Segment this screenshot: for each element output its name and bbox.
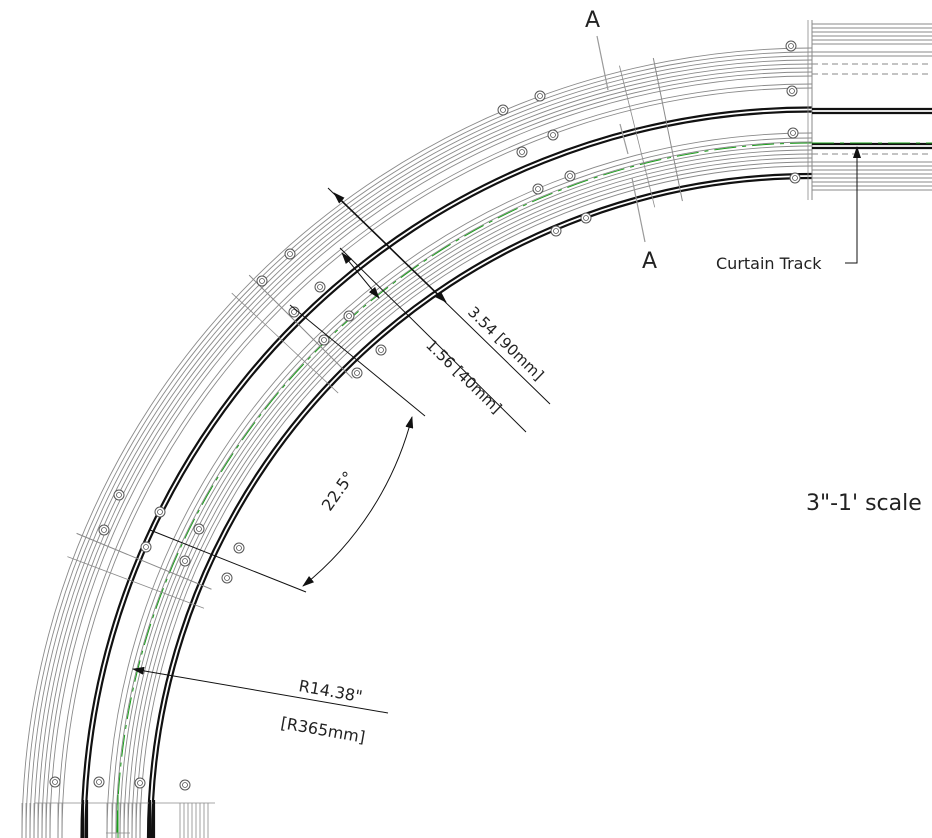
section-mark-bottom: A	[642, 249, 657, 274]
curtain-track-label: Curtain Track	[716, 254, 822, 273]
bolt-hole-icon	[98, 524, 110, 536]
section-line-a-a	[596, 35, 646, 243]
bolt-hole-icon	[785, 40, 797, 52]
track-arc-line	[123, 149, 813, 838]
track-rail-heavy	[80, 106, 813, 838]
track-arcs	[21, 47, 813, 838]
track-arc-line	[29, 55, 813, 838]
bolt-hole-icon	[93, 776, 105, 788]
track-arc-line	[57, 83, 813, 838]
track-rail-heavy	[146, 172, 813, 838]
bolt-hole-icon	[580, 212, 592, 224]
bolt-hole-icon	[532, 183, 544, 195]
bolt-hole-icon	[550, 225, 562, 237]
track-arc-line	[33, 59, 813, 838]
track-arc-line	[111, 137, 813, 838]
centerline-arc	[116, 142, 813, 838]
track-arc-line	[115, 141, 813, 838]
track-rail-heavy	[84, 110, 813, 838]
track-arc-line	[61, 87, 813, 838]
bolt-hole-icon	[786, 85, 798, 97]
bolt-hole-icon	[547, 129, 559, 141]
segment-joint	[67, 556, 205, 609]
track-arc-line	[127, 153, 813, 838]
bolt-hole-icon	[179, 555, 191, 567]
track-arc-line	[139, 165, 813, 838]
bolt-hole-icon	[140, 541, 152, 553]
segment-joint	[619, 65, 656, 208]
scale-note: 3"-1' scale	[806, 491, 922, 516]
segment-joint	[652, 57, 683, 202]
track-end-stubs	[21, 795, 215, 838]
track-arc-line	[21, 47, 813, 838]
bolt-hole-icon	[49, 776, 61, 788]
bolt-hole-icon	[113, 489, 125, 501]
track-arc-line	[119, 145, 813, 838]
bolt-holes	[49, 40, 801, 791]
bolt-hole-icon	[318, 334, 330, 346]
track-arc-line	[135, 161, 813, 838]
track-arc-line	[131, 157, 813, 838]
track-arc-line	[25, 51, 813, 838]
dimension-width-inner	[339, 247, 527, 433]
straight-track-section	[807, 20, 932, 200]
bolt-hole-icon	[789, 172, 801, 184]
bolt-hole-icon	[564, 170, 576, 182]
bolt-hole-icon	[516, 146, 528, 158]
curtain-track-leader	[845, 146, 861, 264]
track-arc-line	[37, 63, 813, 838]
dimension-angle-label: 22.5°	[318, 468, 359, 515]
bolt-hole-icon	[256, 275, 268, 287]
dimension-radius-imperial: R14.38"	[297, 676, 364, 706]
segment-joint	[231, 292, 339, 394]
bolt-hole-icon	[134, 777, 146, 789]
dimension-radius	[132, 666, 389, 714]
dimension-width-outer	[327, 187, 551, 405]
bolt-hole-icon	[314, 281, 326, 293]
bolt-hole-icon	[288, 306, 300, 318]
bolt-hole-icon	[534, 90, 546, 102]
bolt-hole-icon	[284, 248, 296, 260]
bolt-hole-icon	[351, 367, 363, 379]
track-arc-line	[49, 75, 813, 838]
bolt-hole-icon	[179, 779, 191, 791]
segment-joints	[67, 57, 683, 609]
bolt-hole-icon	[343, 310, 355, 322]
bolt-hole-icon	[233, 542, 245, 554]
bolt-hole-icon	[193, 523, 205, 535]
section-mark-top: A	[585, 8, 600, 33]
bolt-hole-icon	[154, 506, 166, 518]
dimension-width-outer-label: 3.54 [90mm]	[464, 303, 547, 384]
bolt-hole-icon	[221, 572, 233, 584]
dimension-radius-metric: [R365mm]	[279, 713, 366, 747]
bolt-hole-icon	[787, 127, 799, 139]
segment-joint	[248, 274, 353, 379]
segment-joint	[76, 532, 212, 590]
dimension-angle	[149, 304, 426, 593]
bolt-hole-icon	[497, 104, 509, 116]
bolt-hole-icon	[375, 344, 387, 356]
